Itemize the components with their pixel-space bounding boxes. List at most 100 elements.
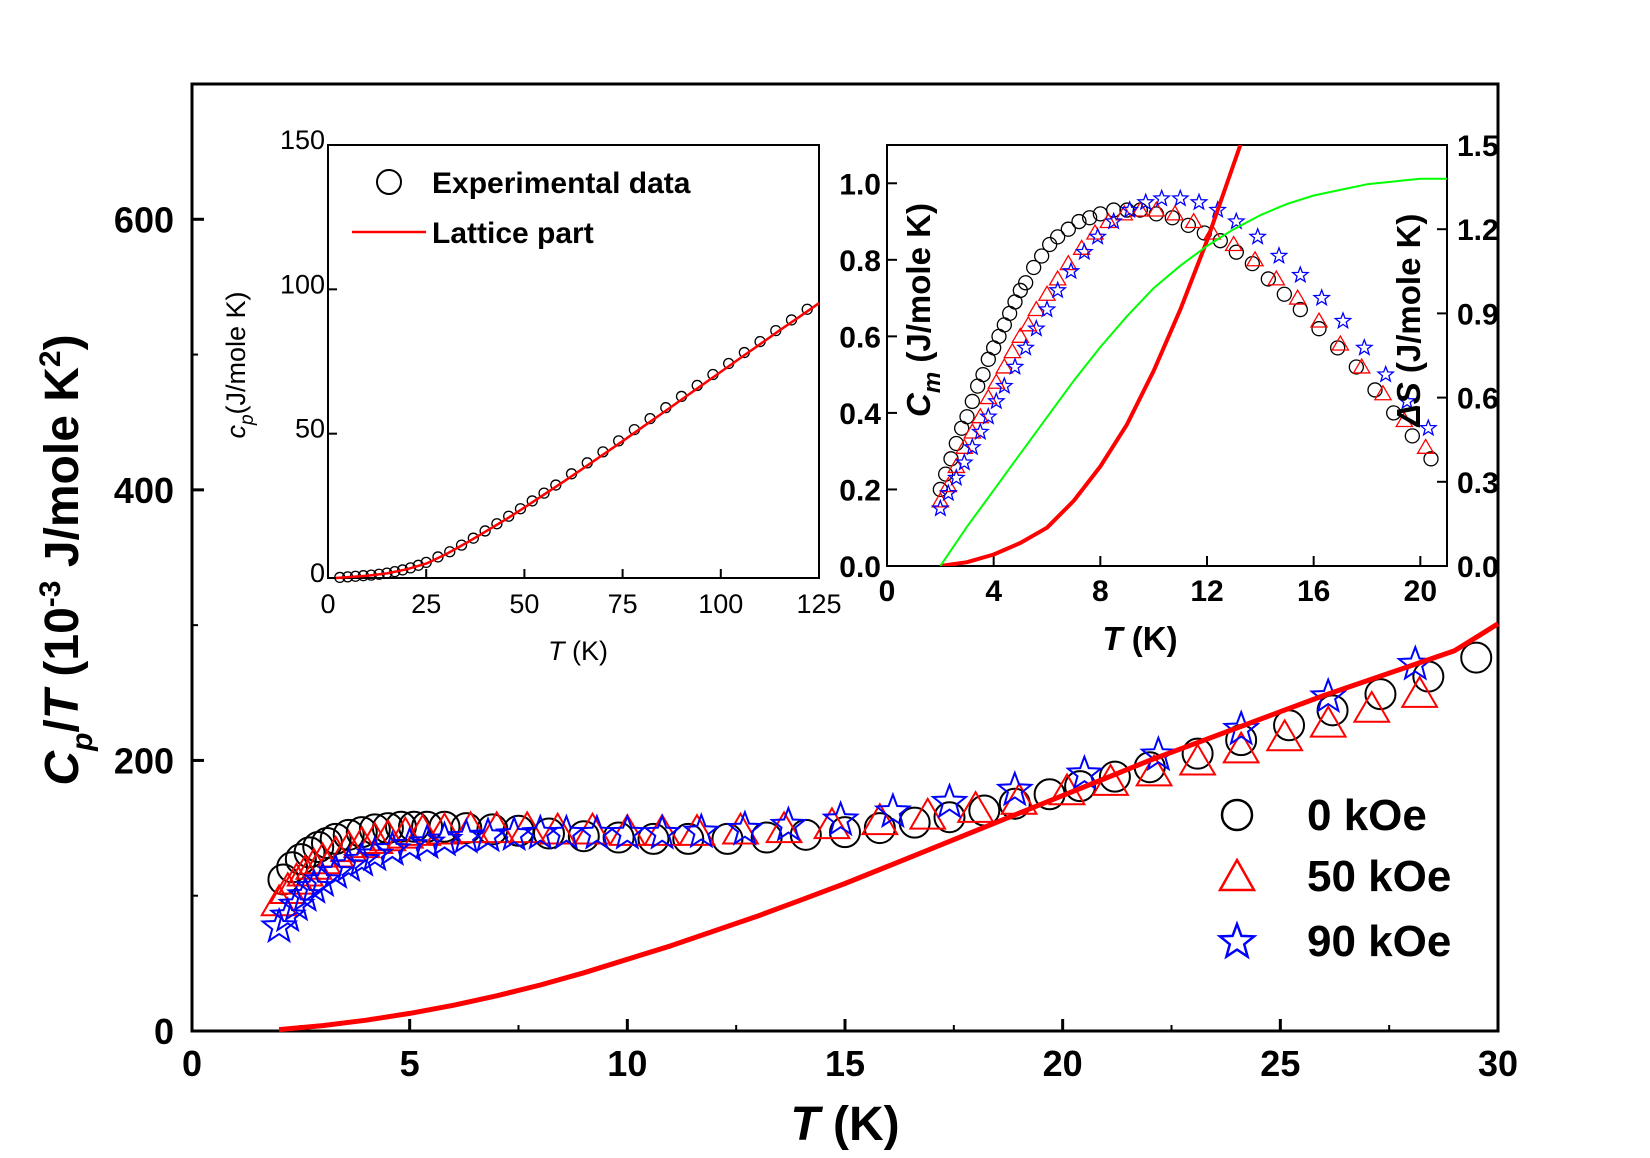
inset1-point	[455, 539, 468, 551]
inset2-point-star	[1104, 211, 1124, 230]
inset2-point-triangle	[1224, 235, 1243, 252]
inset2-y2-tick-label: 0.9	[1457, 298, 1499, 331]
main-x-tick-label: 15	[825, 1043, 865, 1084]
inset1-x-tick-label: 0	[320, 589, 335, 619]
main-point-triangle	[451, 810, 490, 844]
inset1-x-tick-label: 50	[509, 589, 539, 619]
main-point-triangle	[1135, 753, 1174, 787]
inset1-plot-frame	[327, 144, 820, 579]
inset2-point-star	[1005, 357, 1025, 375]
main-point-star	[995, 770, 1034, 807]
inset1-point	[514, 503, 527, 515]
inset1-legend-marker-experimental	[376, 169, 402, 195]
inset2-clipped-series	[930, 145, 1447, 566]
inset1-series	[334, 302, 820, 584]
main-x-axis-label: T (K)	[790, 1098, 899, 1151]
main-y-axis: 0 200 400 600	[114, 199, 204, 1052]
inset2-point-circle	[1212, 233, 1228, 249]
inset2-point-triangle	[1245, 250, 1265, 267]
inset2-point-triangle	[1011, 327, 1030, 343]
inset2-point-circle	[1386, 405, 1402, 421]
inset1-point	[503, 510, 515, 522]
inset2-point-triangle	[1267, 269, 1286, 286]
main-point-star	[373, 829, 412, 867]
main-point-star	[930, 782, 969, 819]
inset1-y-tick-label: 50	[295, 414, 325, 444]
main-y-tick-label: 0	[154, 1011, 174, 1052]
main-point-star	[342, 840, 381, 877]
inset1-legend-label-experimental: Experimental data	[432, 167, 691, 200]
inset2-point-circle	[948, 435, 964, 452]
inset2-point-star	[1226, 211, 1246, 230]
inset1-y-axis-label: cp(J/mole K)	[221, 291, 258, 438]
inset2-point-circle	[1311, 321, 1327, 337]
main-lattice-line	[278, 621, 1500, 1033]
main-point-triangle	[425, 811, 464, 845]
main-point-triangle	[355, 821, 394, 855]
main-point-star	[425, 820, 464, 857]
inset1-point	[526, 495, 538, 507]
inset2-point-circle	[1404, 428, 1420, 444]
inset2-point-triangle	[1165, 204, 1185, 221]
inset2-point-circle	[1180, 217, 1196, 234]
inset2-point-circle	[1348, 359, 1364, 375]
inset2-point-star	[1418, 418, 1438, 437]
inset2-y-tick-label: 0.4	[839, 398, 881, 431]
legend-label-50-kOe: 50 kOe	[1307, 852, 1451, 901]
inset2-point-circle	[1018, 275, 1034, 291]
main-point-triangle	[1265, 718, 1304, 752]
main-point-circle	[1364, 678, 1397, 711]
main-point-star	[407, 822, 447, 860]
legend-marker-0-kOe	[1220, 798, 1254, 832]
main-point-circle	[1412, 660, 1445, 693]
main-point-circle	[1098, 760, 1131, 793]
main-point-triangle	[342, 825, 381, 859]
inset2-y-tick-label: 0.8	[839, 245, 881, 278]
inset1-x-tick-label: 75	[608, 589, 638, 619]
main-point-triangle	[721, 811, 760, 845]
main-x-tick-label: 10	[607, 1043, 647, 1084]
main-point-star	[769, 805, 808, 842]
inset2-point-star	[978, 406, 998, 425]
main-point-star	[608, 813, 647, 850]
main-x-axis: 0 5 10 15 20 25 30	[182, 1019, 1518, 1084]
inset2-y-tick-label: 0.2	[839, 474, 881, 507]
main-point-circle	[567, 820, 600, 853]
inset2-point-circle	[1276, 286, 1292, 302]
inset2-point-star	[1376, 364, 1396, 383]
inset2-point-star	[1354, 337, 1374, 356]
inset2-point-star	[1312, 288, 1332, 307]
legend-marker-50-kOe	[1217, 857, 1257, 892]
inset2-x-tick-label: 4	[985, 575, 1002, 608]
inset1-y-axis: 0 50 100 150	[280, 125, 337, 588]
main-y-tick-label: 400	[114, 470, 174, 511]
main-x-tick-label: 30	[1478, 1043, 1518, 1084]
main-x-tick-label: 0	[182, 1043, 202, 1084]
inset2-point-circle	[1071, 213, 1087, 230]
main-point-star	[873, 791, 913, 829]
main-point-star	[1139, 734, 1178, 772]
inset1-lattice-line	[335, 302, 820, 580]
inset2-point-star	[962, 437, 982, 456]
inset2-y-tick-label: 0.0	[839, 551, 881, 584]
inset1-x-axis-label: T (K)	[548, 636, 608, 666]
inset1-x-axis: 0 25 50 75 100 125	[320, 569, 842, 619]
inset2-point-star	[1152, 188, 1172, 207]
main-series	[259, 621, 1500, 1033]
inset2-point-circle	[1106, 202, 1122, 218]
inset2-point-circle	[1423, 451, 1439, 467]
main-point-star	[286, 875, 325, 913]
inset2-point-star	[1016, 337, 1036, 356]
main-point-circle	[532, 817, 565, 850]
inset2-point-triangle	[1395, 411, 1414, 428]
main-point-star	[390, 825, 429, 862]
inset1-y-tick-label: 100	[280, 269, 325, 299]
main-point-triangle	[812, 806, 852, 840]
main-point-triangle	[860, 802, 899, 836]
main-x-tick-label: 25	[1260, 1043, 1300, 1084]
inset1-point	[538, 487, 550, 499]
inset2-point-triangle	[979, 388, 998, 405]
inset2-point-star	[1397, 391, 1417, 410]
inset2-y2-tick-label: 1.2	[1457, 214, 1499, 247]
